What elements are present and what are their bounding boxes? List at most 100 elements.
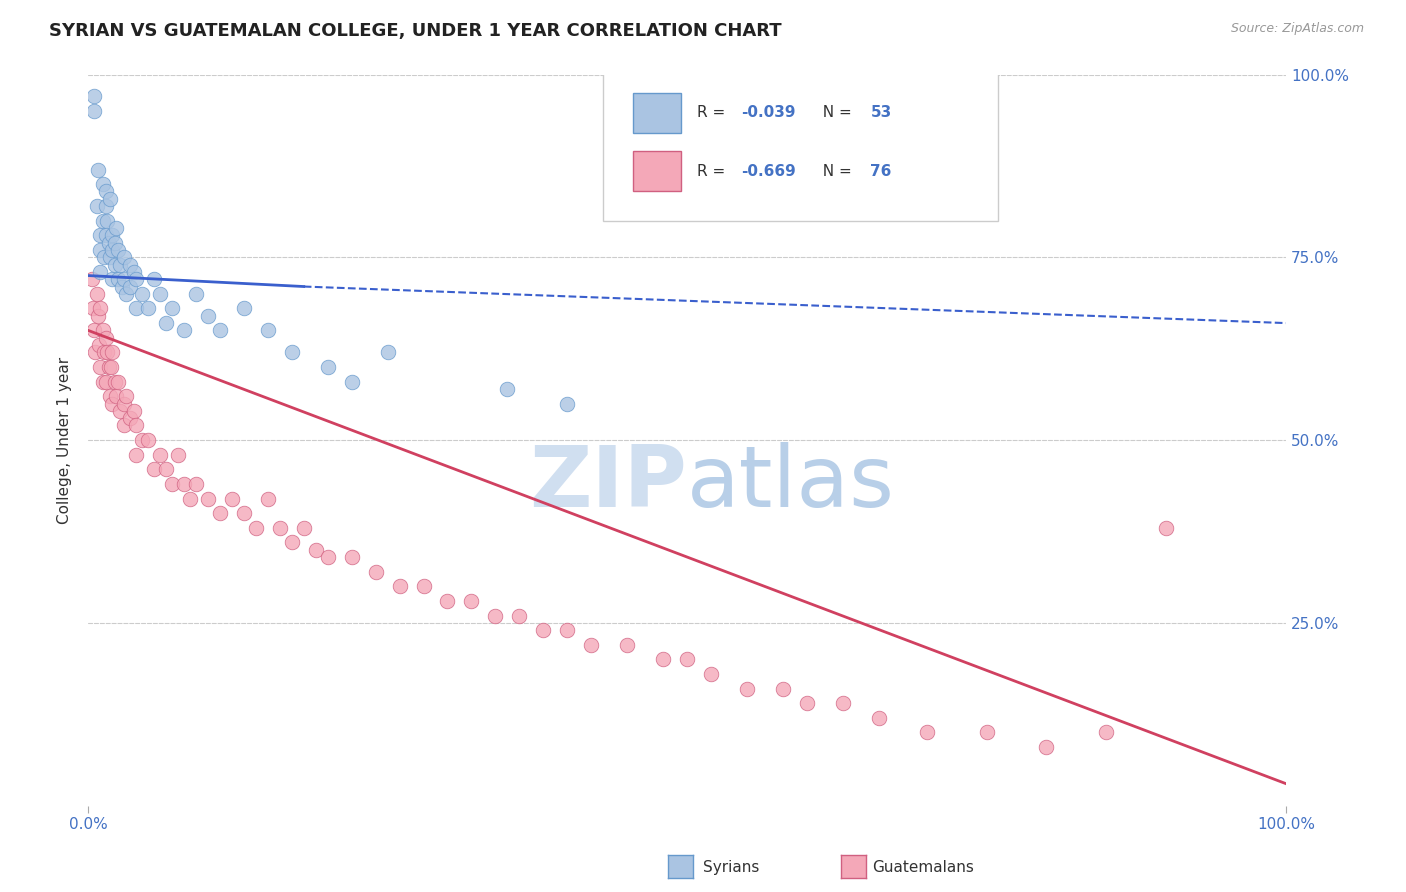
Point xyxy=(94,331,117,345)
Point xyxy=(281,535,304,549)
Point xyxy=(173,323,195,337)
Point xyxy=(1095,725,1118,739)
Point xyxy=(184,286,207,301)
Point xyxy=(555,623,578,637)
Point xyxy=(94,228,117,243)
Point xyxy=(103,235,125,250)
Point xyxy=(80,272,103,286)
Point xyxy=(89,359,111,374)
Point xyxy=(94,375,117,389)
Point xyxy=(772,681,794,696)
Point xyxy=(91,375,114,389)
Point xyxy=(700,667,723,681)
Point xyxy=(155,462,177,476)
Text: atlas: atlas xyxy=(688,442,896,525)
Point xyxy=(531,623,554,637)
Point xyxy=(122,265,145,279)
Point xyxy=(96,213,118,227)
Point xyxy=(179,491,201,506)
Point xyxy=(103,258,125,272)
Point xyxy=(98,250,121,264)
Point xyxy=(107,243,129,257)
Point xyxy=(616,638,638,652)
Point xyxy=(281,345,304,359)
Point xyxy=(676,652,699,666)
Point xyxy=(87,338,110,352)
Text: Source: ZipAtlas.com: Source: ZipAtlas.com xyxy=(1230,22,1364,36)
Point xyxy=(93,345,115,359)
FancyBboxPatch shape xyxy=(603,70,998,220)
Point xyxy=(86,286,108,301)
Point xyxy=(269,521,291,535)
Point xyxy=(197,491,219,506)
Point xyxy=(107,375,129,389)
Point xyxy=(101,228,124,243)
Point xyxy=(149,286,172,301)
Point xyxy=(101,272,124,286)
Text: N =: N = xyxy=(813,163,856,178)
Point xyxy=(104,389,127,403)
Point xyxy=(232,301,254,316)
Point xyxy=(460,594,482,608)
Point xyxy=(1154,521,1177,535)
Point xyxy=(112,250,135,264)
Point xyxy=(316,359,339,374)
Point xyxy=(89,265,111,279)
Point xyxy=(915,725,938,739)
Point xyxy=(91,213,114,227)
Point xyxy=(508,608,530,623)
Point xyxy=(316,549,339,564)
Point xyxy=(221,491,243,506)
Point xyxy=(125,272,148,286)
Y-axis label: College, Under 1 year: College, Under 1 year xyxy=(58,357,72,524)
Text: Syrians: Syrians xyxy=(703,860,759,874)
Point xyxy=(131,433,153,447)
Point xyxy=(136,433,159,447)
Text: -0.039: -0.039 xyxy=(741,105,796,120)
Point xyxy=(305,542,328,557)
Text: R =: R = xyxy=(696,105,730,120)
Point xyxy=(184,477,207,491)
Point xyxy=(125,301,148,316)
Point xyxy=(160,301,183,316)
Point xyxy=(412,579,434,593)
Point xyxy=(107,272,129,286)
Point xyxy=(232,506,254,520)
Point xyxy=(82,301,104,316)
Point xyxy=(91,323,114,337)
FancyBboxPatch shape xyxy=(633,93,681,133)
Point xyxy=(1035,740,1057,755)
Point xyxy=(115,286,138,301)
Point xyxy=(97,235,120,250)
Point xyxy=(98,192,121,206)
Point xyxy=(89,243,111,257)
Point xyxy=(94,185,117,199)
Text: N =: N = xyxy=(813,105,856,120)
Point xyxy=(83,323,105,337)
Point xyxy=(89,301,111,316)
Point xyxy=(115,389,138,403)
Point xyxy=(143,462,166,476)
Point xyxy=(120,411,142,425)
Point xyxy=(735,681,758,696)
Point xyxy=(97,359,120,374)
Point xyxy=(93,250,115,264)
Point xyxy=(110,258,132,272)
Point xyxy=(112,396,135,410)
Point xyxy=(436,594,458,608)
Point xyxy=(167,448,190,462)
Text: Guatemalans: Guatemalans xyxy=(872,860,973,874)
Point xyxy=(831,696,853,710)
Point xyxy=(91,177,114,191)
Point xyxy=(377,345,399,359)
Point xyxy=(112,418,135,433)
Point xyxy=(101,243,124,257)
Point xyxy=(208,506,231,520)
Point xyxy=(83,104,105,119)
Point xyxy=(101,345,124,359)
Point xyxy=(796,696,818,710)
Point xyxy=(155,316,177,330)
Point xyxy=(120,258,142,272)
Point xyxy=(245,521,267,535)
Point xyxy=(89,228,111,243)
